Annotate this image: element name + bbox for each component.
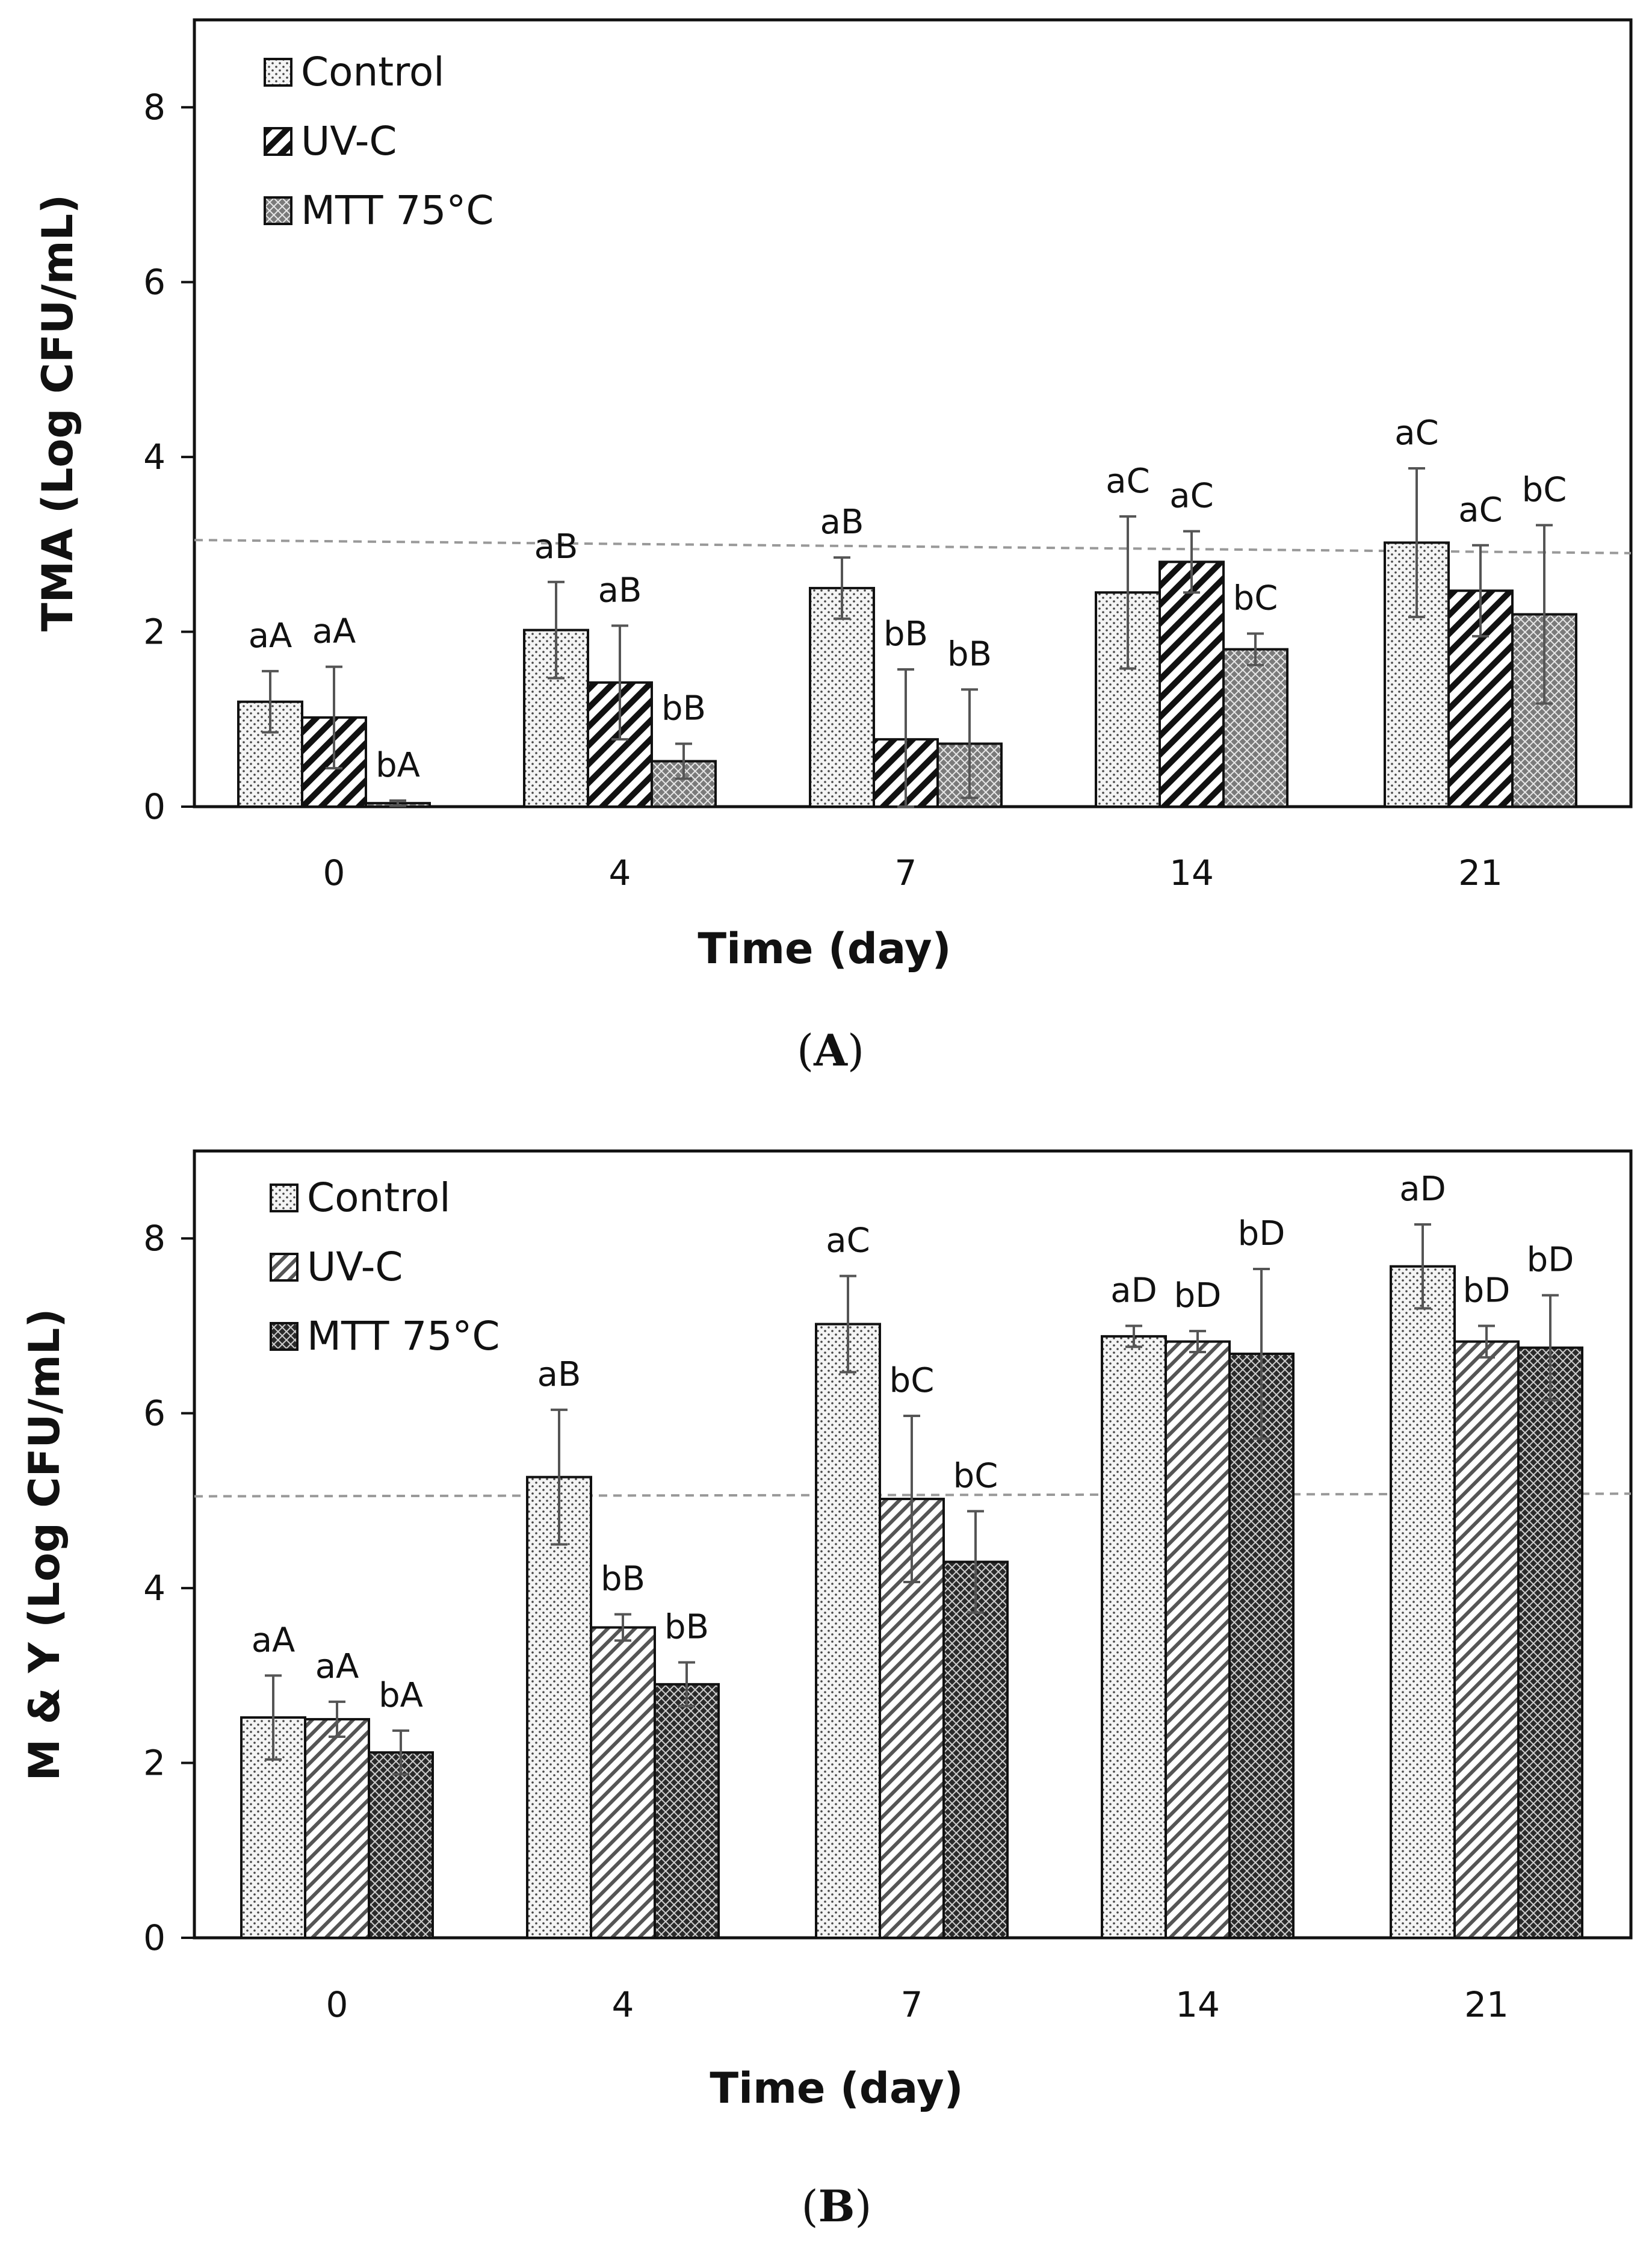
y-tick-label: 0 <box>143 786 166 827</box>
bar <box>1228 1352 1295 1939</box>
bar <box>1222 648 1288 808</box>
x-tick-label: 21 <box>1458 852 1503 893</box>
y-tick-label: 2 <box>143 612 166 653</box>
significance-label: bD <box>1174 1276 1222 1315</box>
significance-label: bC <box>889 1361 935 1400</box>
significance-label: bA <box>376 746 420 785</box>
x-tick-label: 14 <box>1175 1984 1220 2025</box>
threshold-line <box>194 1492 1632 1498</box>
legend-label: UV-C <box>307 1244 403 1290</box>
y-tick-label: 6 <box>143 262 166 303</box>
panel-label-letter: B <box>818 2180 855 2232</box>
legend-label: Control <box>301 49 445 95</box>
x-tick-label: 21 <box>1464 1984 1509 2025</box>
significance-label: bB <box>664 1608 709 1647</box>
bar <box>654 1683 720 1939</box>
legend-label: MTT 75°C <box>307 1313 500 1359</box>
significance-label: bC <box>1522 470 1567 509</box>
significance-label: bC <box>953 1456 998 1495</box>
significance-label: aC <box>826 1221 870 1261</box>
legend-swatch <box>270 1253 299 1282</box>
significance-label: aB <box>598 571 642 610</box>
chart-panel-b: 0 2 4 6 8 aA aA bA 0 aB bB bB 4 aC bC bC 7 aD bD bD 14 aD bD b… <box>20 1149 1633 2232</box>
significance-label: aD <box>1399 1170 1446 1209</box>
bar <box>809 586 875 808</box>
significance-label: aB <box>534 527 578 566</box>
x-tick-label: 4 <box>609 852 631 893</box>
y-axis-ticks: 0 2 4 6 8 <box>143 1218 194 1958</box>
panel-label-a: (A) <box>797 1025 864 1076</box>
significance-label: bD <box>1463 1271 1511 1310</box>
significance-label: aB <box>537 1355 581 1394</box>
y-tick-label: 0 <box>143 1917 166 1958</box>
legend-swatch <box>270 1322 299 1351</box>
x-tick-label: 14 <box>1169 852 1214 893</box>
chart-panel-a: 0 2 4 6 8 aA aA bA 0 aB aB bB 4 aB bB bB 7 aC aC bC 14 aC aC b… <box>33 18 1633 1076</box>
x-tick-label: 4 <box>612 1984 634 2025</box>
panel-label-b: (B) <box>801 2180 871 2232</box>
bar <box>815 1323 881 1940</box>
significance-label: aC <box>1394 414 1438 453</box>
x-axis-title: Time (day) <box>710 2064 963 2113</box>
significance-label: bC <box>1233 579 1278 618</box>
x-axis-title: Time (day) <box>698 924 951 973</box>
y-tick-label: 8 <box>143 1218 166 1259</box>
y-tick-label: 2 <box>143 1743 166 1784</box>
significance-label: aA <box>252 1621 295 1660</box>
significance-label: aD <box>1110 1271 1157 1310</box>
y-tick-label: 4 <box>143 436 166 477</box>
bar <box>590 1626 656 1940</box>
significance-label: bB <box>601 1560 645 1599</box>
significance-label: bB <box>661 689 706 728</box>
bar <box>368 1751 434 1940</box>
significance-label: aC <box>1169 477 1213 516</box>
x-tick-label: 7 <box>895 852 917 893</box>
significance-label: aC <box>1458 491 1502 530</box>
bar <box>1101 1335 1167 1939</box>
bar <box>304 1717 370 1939</box>
y-tick-label: 8 <box>143 87 166 128</box>
panel-label-letter: A <box>813 1025 848 1076</box>
legend-label: Control <box>307 1174 451 1221</box>
legend-label: MTT 75°C <box>301 187 493 234</box>
y-axis-ticks: 0 2 4 6 8 <box>143 87 194 827</box>
legend-swatch <box>270 1184 299 1212</box>
significance-label: aC <box>1106 462 1149 501</box>
significance-label: aA <box>249 616 292 656</box>
legend-label: UV-C <box>301 118 397 164</box>
legend: Control UV-C MTT 75°C <box>270 1174 500 1359</box>
bar <box>1390 1265 1456 1939</box>
y-axis-title: M & Y (Log CFU/mL) <box>20 1309 69 1781</box>
y-axis-title: TMA (Log CFU/mL) <box>33 194 82 631</box>
significance-label: bD <box>1238 1214 1285 1253</box>
significance-label: aA <box>312 612 356 651</box>
bar <box>942 1560 1009 1939</box>
significance-label: aA <box>315 1647 359 1686</box>
bar-marks: aA aA bA 0 aB bB bB 4 aC bC bC 7 aD bD bD 14 aD bD bD 21 <box>194 1170 1632 2025</box>
significance-label: bB <box>947 634 992 674</box>
y-tick-label: 4 <box>143 1568 166 1609</box>
legend-swatch <box>264 127 292 156</box>
significance-label: bB <box>883 615 928 654</box>
x-tick-label: 0 <box>326 1984 348 2025</box>
bar <box>1453 1340 1520 1939</box>
threshold-line <box>194 539 1632 554</box>
y-tick-label: 6 <box>143 1393 166 1434</box>
legend-swatch <box>264 196 292 225</box>
significance-label: bA <box>379 1676 423 1715</box>
x-tick-label: 7 <box>901 1984 923 2025</box>
bar <box>1159 560 1225 808</box>
x-tick-label: 0 <box>323 852 345 893</box>
significance-label: aB <box>820 503 864 542</box>
significance-label: bD <box>1527 1241 1574 1280</box>
bar-marks: aA aA bA 0 aB aB bB 4 aB bB bB 7 aC aC bC 14 aC aC bC 21 <box>194 414 1632 893</box>
bar <box>1165 1340 1231 1939</box>
bar <box>1517 1346 1583 1939</box>
bar <box>526 1475 592 1940</box>
legend-swatch <box>264 58 292 87</box>
legend: Control UV-C MTT 75°C <box>264 49 493 234</box>
